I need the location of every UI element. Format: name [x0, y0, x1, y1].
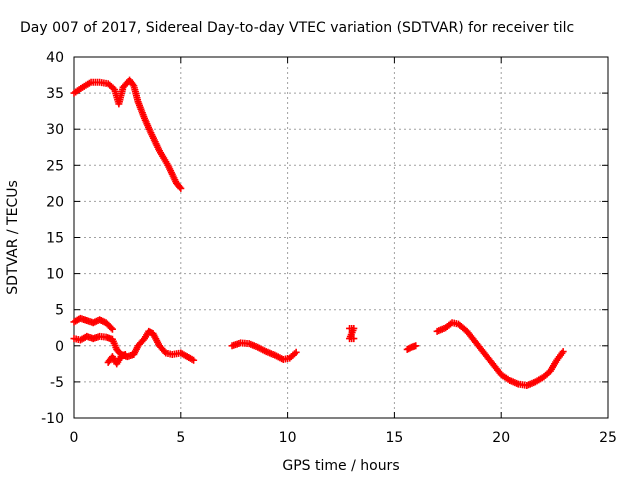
x-tick-label: 25	[599, 430, 617, 446]
grid	[74, 57, 608, 418]
y-tick-labels: -10 -5 0 5 10 15 20 25 30 35 40	[41, 50, 64, 427]
data-points	[70, 76, 567, 390]
axis-ticks	[73, 56, 609, 419]
chart-title: Day 007 of 2017, Sidereal Day-to-day VTE…	[20, 20, 575, 36]
data-point-segment-8	[559, 348, 567, 356]
y-axis-label: SDTVAR / TECUs	[5, 180, 21, 295]
data-point-segment-3	[190, 356, 198, 364]
y-tick-label: 30	[46, 122, 64, 138]
y-tick-label: -5	[50, 375, 64, 391]
data-point-segment-1	[177, 184, 185, 192]
x-tick-label: 20	[492, 430, 510, 446]
x-axis-label: GPS time / hours	[282, 458, 399, 474]
x-tick-label: 15	[385, 430, 403, 446]
y-tick-label: 25	[46, 158, 64, 174]
data-point-segment-2	[108, 325, 116, 333]
data-point-segment-4	[121, 350, 129, 358]
y-tick-label: 20	[46, 194, 64, 210]
x-tick-labels: 0 5 10 15 20 25	[70, 430, 617, 446]
y-tick-label: 15	[46, 231, 64, 247]
x-tick-label: 5	[176, 430, 185, 446]
data-point-segment-5	[292, 348, 300, 356]
y-tick-label: -10	[41, 411, 64, 427]
y-tick-label: 10	[46, 267, 64, 283]
y-tick-label: 5	[55, 303, 64, 319]
y-tick-label: 0	[55, 339, 64, 355]
data-point-segment-6	[350, 335, 358, 343]
x-tick-label: 0	[70, 430, 79, 446]
x-tick-label: 10	[279, 430, 297, 446]
y-tick-label: 35	[46, 86, 64, 102]
y-tick-label: 40	[46, 50, 64, 66]
data-point-segment-2	[107, 324, 115, 332]
data-point-segment-1	[176, 183, 184, 191]
data-point-segment-7	[412, 342, 420, 350]
